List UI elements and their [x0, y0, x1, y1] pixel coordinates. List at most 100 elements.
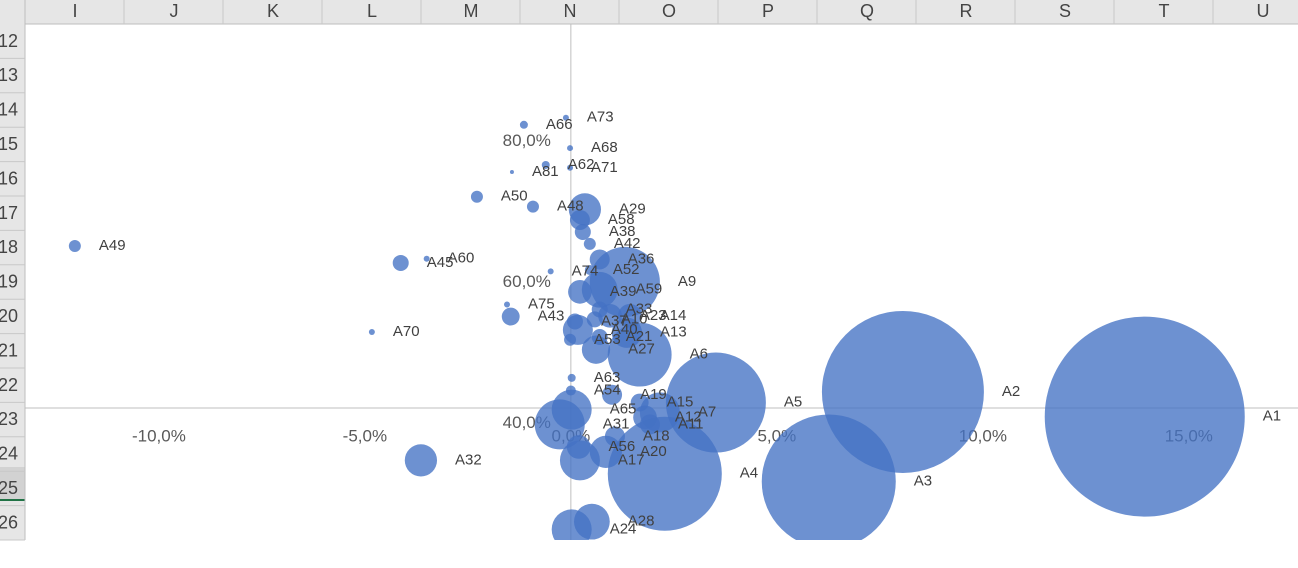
data-label: A3: [914, 472, 932, 489]
bubble: [368, 329, 375, 336]
column-header: U: [1257, 1, 1270, 21]
bubble: [562, 114, 569, 121]
data-label: A63: [594, 369, 621, 386]
data-label: A60: [448, 250, 475, 267]
row-header: 21: [0, 340, 18, 360]
bubble: [583, 237, 596, 250]
data-label: A24: [610, 520, 637, 537]
bubble: [569, 209, 590, 230]
data-label: A23: [640, 307, 667, 324]
data-label: A5: [784, 394, 802, 411]
bubble: [566, 435, 591, 459]
row-header: 23: [0, 409, 18, 429]
data-label: A27: [628, 341, 655, 358]
bubble: [567, 373, 576, 382]
row-header: 26: [0, 512, 18, 532]
bubble: [504, 301, 511, 308]
data-label: A39: [610, 283, 637, 300]
column-header: K: [267, 1, 279, 21]
bubble: [567, 145, 574, 152]
bubble: [470, 190, 483, 203]
row-header: 19: [0, 272, 18, 292]
data-label: A7: [698, 403, 716, 420]
data-label: A49: [99, 237, 126, 254]
row-header: 25: [0, 478, 18, 498]
row-header: 22: [0, 375, 18, 395]
data-label: A21: [626, 328, 653, 345]
data-label: A1: [1263, 408, 1281, 425]
data-label: A29: [619, 200, 646, 217]
data-label: A75: [528, 296, 555, 313]
column-header: P: [762, 1, 774, 21]
column-header: J: [170, 1, 179, 21]
bubble: [562, 314, 593, 345]
bubble: [392, 254, 409, 271]
row-header: 17: [0, 203, 18, 223]
data-label: A15: [667, 394, 694, 411]
row-header: 13: [0, 65, 18, 85]
data-label: A59: [636, 281, 663, 298]
bubble: [584, 265, 595, 276]
bubble: [547, 268, 554, 275]
bubble: [541, 160, 550, 169]
data-label: A17: [618, 451, 645, 468]
data-label: A32: [455, 451, 482, 468]
data-label: A74: [572, 262, 599, 279]
bubble: [423, 255, 430, 262]
data-label: A48: [557, 198, 584, 215]
data-label: A68: [591, 139, 618, 156]
column-header: O: [662, 1, 676, 21]
bubble: [509, 170, 514, 175]
data-label: A6: [690, 346, 708, 363]
data-label: A43: [538, 308, 565, 325]
y-tick-label: 60,0%: [503, 272, 551, 291]
data-label: A70: [393, 323, 420, 340]
data-label: A37: [601, 312, 628, 329]
column-header: R: [960, 1, 973, 21]
bubble: [551, 509, 592, 540]
selected-row-header: [0, 467, 25, 501]
data-label: A73: [587, 109, 614, 126]
bubble: [617, 304, 642, 328]
bubble: [589, 249, 610, 270]
bubble: [665, 352, 766, 453]
data-label: A62: [568, 156, 595, 173]
bubble: [591, 328, 608, 345]
row-header: 15: [0, 134, 18, 154]
data-label: A66: [546, 116, 573, 133]
data-label: A13: [660, 324, 687, 341]
data-label: A2: [1002, 383, 1020, 400]
data-label: A71: [591, 159, 618, 176]
data-label: A4: [740, 465, 758, 482]
bubble: [602, 384, 623, 405]
bubble: [604, 426, 625, 447]
row-header: 24: [0, 444, 18, 464]
column-header: N: [564, 1, 577, 21]
row-header: 18: [0, 237, 18, 257]
data-label: A36: [628, 250, 655, 267]
data-label: A81: [532, 163, 559, 180]
data-label: A12: [675, 408, 702, 425]
bubble: [404, 444, 438, 477]
data-label: A52: [613, 261, 640, 278]
bubble: [761, 414, 896, 540]
bubble: [567, 164, 574, 171]
column-header: Q: [860, 1, 874, 21]
column-header-bar: [0, 0, 1298, 24]
row-header-bar: [0, 24, 25, 540]
data-label: A53: [594, 331, 621, 348]
data-label: A58: [608, 211, 635, 228]
row-header: 14: [0, 100, 18, 120]
data-label: A45: [427, 254, 454, 271]
data-label: A42: [614, 235, 641, 252]
data-label: A50: [501, 188, 528, 205]
data-label: A31: [603, 415, 630, 432]
data-label: A11: [678, 415, 704, 432]
column-header: I: [72, 1, 77, 21]
data-label: A56: [609, 438, 636, 455]
data-label: A33: [626, 300, 653, 317]
data-label: A28: [628, 513, 655, 530]
column-header: T: [1159, 1, 1170, 21]
data-label: A9: [678, 273, 696, 290]
